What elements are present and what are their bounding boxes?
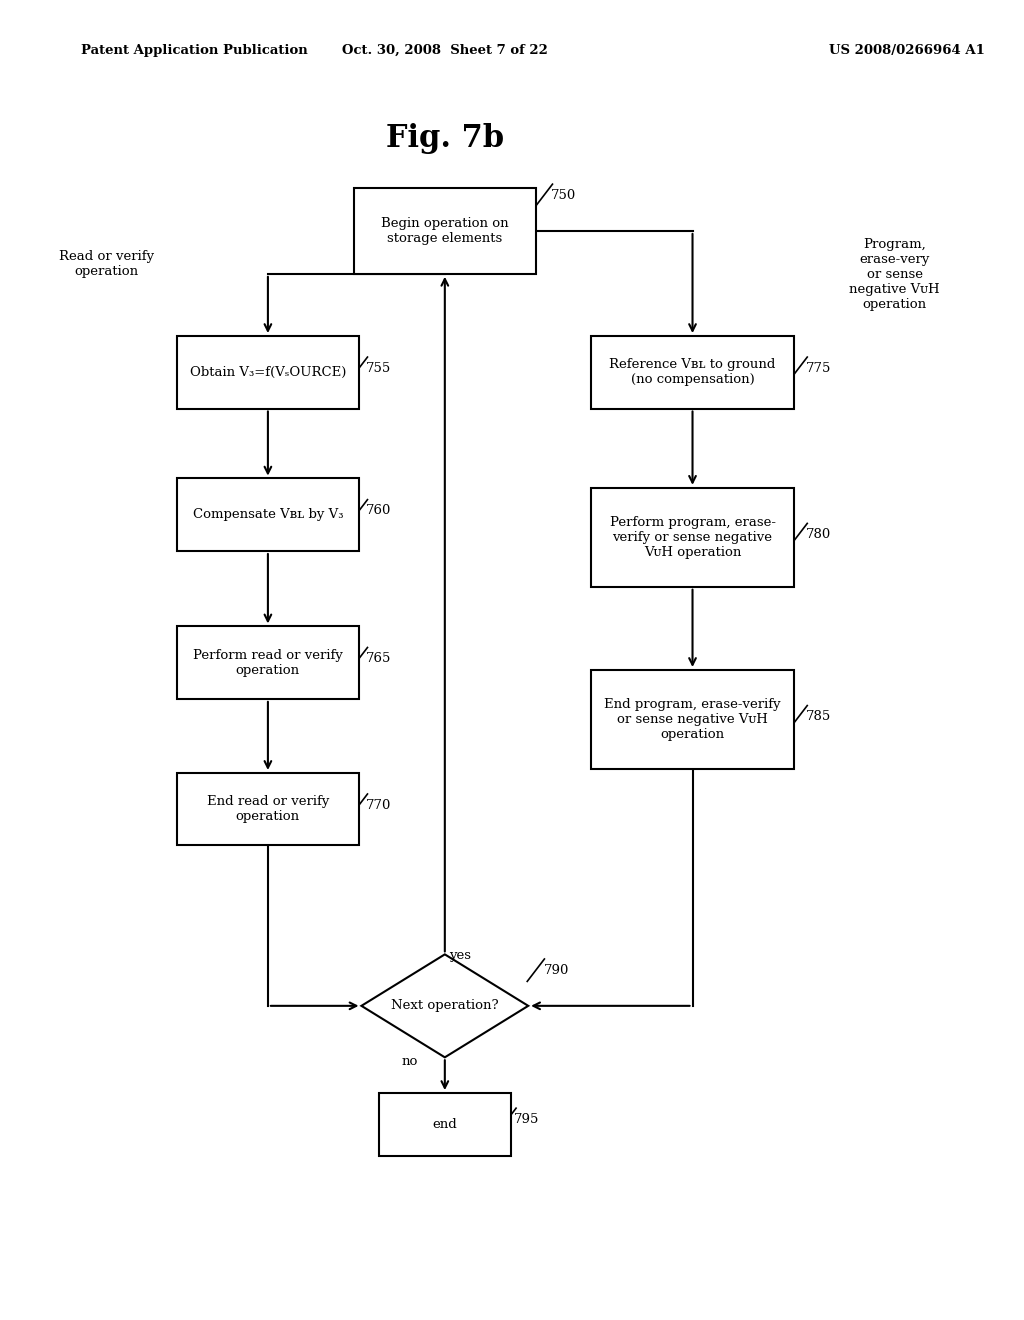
Text: 770: 770: [366, 799, 391, 812]
FancyBboxPatch shape: [592, 335, 794, 409]
Text: Reference Vʙʟ to ground
(no compensation): Reference Vʙʟ to ground (no compensation…: [609, 358, 776, 387]
Text: Program,
erase-very
or sense
negative VᴜH
operation: Program, erase-very or sense negative Vᴜ…: [849, 238, 940, 312]
Text: Next operation?: Next operation?: [391, 999, 499, 1012]
FancyBboxPatch shape: [354, 189, 536, 275]
Text: End program, erase-verify
or sense negative VᴜH
operation: End program, erase-verify or sense negat…: [604, 698, 781, 741]
FancyBboxPatch shape: [379, 1093, 511, 1156]
Text: Patent Application Publication: Patent Application Publication: [81, 44, 307, 57]
FancyBboxPatch shape: [177, 478, 358, 552]
FancyBboxPatch shape: [177, 335, 358, 409]
Text: end: end: [432, 1118, 457, 1131]
Text: 775: 775: [806, 362, 831, 375]
Text: 755: 755: [366, 362, 391, 375]
Text: Perform read or verify
operation: Perform read or verify operation: [193, 648, 343, 677]
Text: 750: 750: [551, 189, 577, 202]
Text: 795: 795: [514, 1113, 539, 1126]
Text: US 2008/0266964 A1: US 2008/0266964 A1: [829, 44, 985, 57]
Text: 760: 760: [366, 504, 391, 517]
Text: 785: 785: [806, 710, 831, 723]
Text: Fig. 7b: Fig. 7b: [386, 123, 504, 154]
Text: End read or verify
operation: End read or verify operation: [207, 795, 329, 824]
Text: Perform program, erase-
verify or sense negative
VᴜH operation: Perform program, erase- verify or sense …: [609, 516, 775, 558]
FancyBboxPatch shape: [177, 774, 358, 846]
FancyBboxPatch shape: [177, 627, 358, 700]
Text: Begin operation on
storage elements: Begin operation on storage elements: [381, 216, 509, 246]
Text: Obtain V₃=f(VₛOURCE): Obtain V₃=f(VₛOURCE): [189, 366, 346, 379]
Text: Compensate Vʙʟ by V₃: Compensate Vʙʟ by V₃: [193, 508, 343, 521]
Text: Read or verify
operation: Read or verify operation: [58, 249, 154, 279]
FancyBboxPatch shape: [592, 488, 794, 586]
Text: 765: 765: [366, 652, 391, 665]
Text: 780: 780: [806, 528, 831, 541]
Text: Oct. 30, 2008  Sheet 7 of 22: Oct. 30, 2008 Sheet 7 of 22: [342, 44, 548, 57]
FancyBboxPatch shape: [592, 671, 794, 768]
Text: no: no: [401, 1055, 418, 1068]
Text: yes: yes: [449, 949, 471, 962]
Polygon shape: [361, 954, 528, 1057]
Text: 790: 790: [544, 964, 569, 977]
